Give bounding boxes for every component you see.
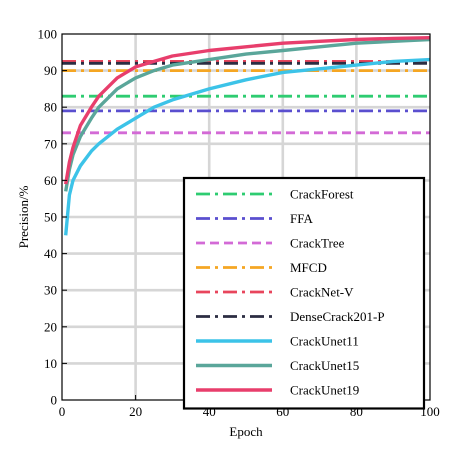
x-tick-label: 0	[59, 404, 66, 419]
legend-label-densecrack201-p: DenseCrack201-P	[290, 309, 385, 324]
y-tick-label: 60	[44, 173, 57, 188]
legend-label-crackforest: CrackForest	[290, 187, 354, 202]
legend-label-crackunet19: CrackUnet19	[290, 383, 359, 398]
series-line-crackunet11	[64, 57, 430, 236]
legend-label-cracktree: CrackTree	[290, 236, 345, 251]
y-tick-label: 40	[44, 246, 57, 261]
y-tick-label: 30	[44, 283, 57, 298]
x-axis-title: Epoch	[229, 424, 263, 439]
legend-label-crackunet11: CrackUnet11	[290, 334, 359, 349]
y-tick-label: 0	[51, 393, 58, 408]
x-tick-label: 20	[129, 404, 142, 419]
series-line-crackunet19	[64, 36, 430, 185]
y-tick-label: 20	[44, 319, 57, 334]
y-tick-label: 10	[44, 356, 57, 371]
y-tick-label: 50	[44, 210, 57, 225]
y-tick-label: 100	[38, 27, 58, 42]
y-tick-label: 80	[44, 100, 57, 115]
series-line-crackunet15	[64, 37, 430, 192]
legend: CrackForest FFA CrackTree MFCD CrackNet-V Den…	[182, 176, 426, 410]
y-tick-label: 70	[44, 136, 57, 151]
legend-label-mfcd: MFCD	[290, 260, 327, 275]
y-axis-title: Precision/%	[16, 185, 31, 248]
legend-label-crackunet15: CrackUnet15	[290, 358, 359, 373]
legend-label-cracknet-v: CrackNet-V	[290, 285, 354, 300]
series-layer	[62, 36, 430, 236]
legend-label-ffa: FFA	[290, 211, 313, 226]
x-tick-label: 100	[420, 404, 440, 419]
y-tick-label: 90	[44, 63, 57, 78]
